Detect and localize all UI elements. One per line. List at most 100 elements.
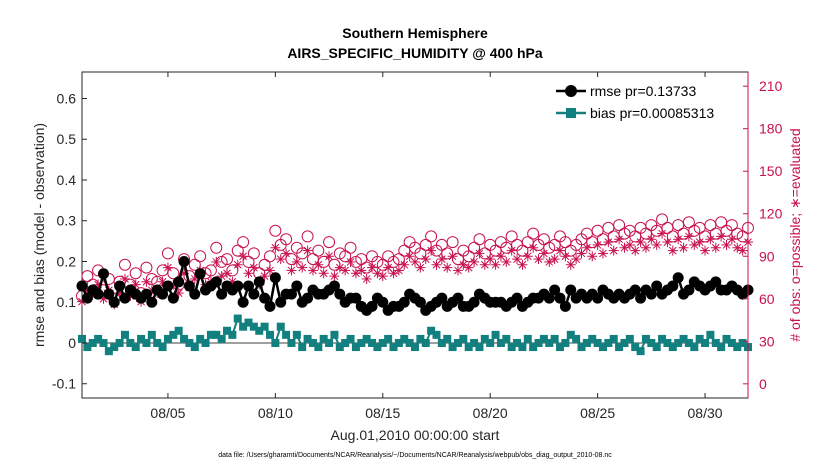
bias-point: [416, 334, 425, 343]
rmse-point: [92, 288, 104, 300]
asterisk-stroke: [271, 243, 280, 252]
rmse-point: [549, 284, 561, 296]
rmse-point: [97, 268, 109, 280]
rmse-point: [210, 276, 222, 288]
obs-possible-point: [468, 241, 481, 254]
y-right-tick-label: 180: [759, 121, 783, 137]
asterisk-stroke: [701, 246, 709, 255]
bias-point: [314, 343, 323, 352]
rmse-point: [414, 296, 426, 308]
obs-possible-point: [613, 219, 626, 232]
bias-point: [158, 343, 167, 352]
rmse-point: [554, 292, 566, 304]
bias-point: [711, 338, 720, 347]
bias-point: [684, 338, 693, 347]
bias-point: [78, 334, 86, 343]
bias-point: [615, 343, 624, 352]
obs-evaluated-point: [683, 231, 694, 242]
obs-possible-point: [425, 230, 438, 243]
bias-point: [523, 334, 532, 343]
asterisk-stroke: [545, 258, 554, 266]
bias-point: [212, 330, 221, 339]
obs-possible-point: [258, 258, 271, 271]
obs-evaluated-point: [361, 273, 372, 284]
obs-possible-point: [537, 233, 550, 246]
rmse-point: [565, 284, 577, 296]
obs-evaluated-point: [420, 254, 431, 265]
obs-possible-point: [118, 258, 131, 271]
asterisk-stroke: [335, 263, 344, 272]
bias-point: [679, 334, 688, 343]
asterisk-stroke: [561, 252, 570, 261]
obs-possible-point: [344, 241, 357, 254]
bias-point: [577, 343, 586, 352]
rmse-point: [452, 292, 464, 304]
bias-point: [539, 334, 548, 343]
obs-evaluated-point: [345, 256, 356, 267]
obs-possible-point: [188, 258, 201, 271]
asterisk-stroke: [620, 243, 629, 252]
asterisk-stroke: [352, 269, 360, 278]
asterisk-stroke: [502, 258, 511, 266]
rmse-point: [511, 292, 523, 304]
obs-possible-point: [446, 236, 459, 249]
rmse-point: [178, 255, 190, 267]
obs-evaluated-point: [678, 242, 689, 253]
asterisk-stroke: [593, 241, 602, 249]
asterisk-stroke: [668, 246, 677, 255]
obs-possible-point: [263, 250, 276, 263]
legend-rmse-label: rmse pr=0.13733: [590, 83, 696, 99]
y-right-tick-label: 60: [759, 291, 775, 307]
obs-possible-point: [312, 244, 325, 257]
asterisk-stroke: [728, 235, 736, 244]
obs-evaluated-point: [340, 265, 351, 276]
rmse-point: [635, 292, 647, 304]
rmse-point: [645, 288, 657, 300]
bias-point: [233, 314, 242, 323]
bias-point: [335, 343, 344, 352]
obs-evaluated-point: [399, 259, 410, 270]
bias-point: [271, 338, 280, 347]
obs-evaluated-point: [436, 254, 447, 265]
obs-evaluated-point: [318, 268, 329, 279]
bias-point: [727, 338, 736, 347]
obs-evaluated-point: [614, 234, 625, 245]
rmse-point: [468, 296, 480, 308]
bias-point: [459, 334, 468, 343]
obs-evaluated-point: [248, 262, 259, 273]
bias-point: [453, 338, 462, 347]
asterisk-stroke: [400, 260, 409, 269]
bias-point: [368, 338, 377, 347]
legend-box: [552, 80, 742, 126]
obs-evaluated-point: [469, 256, 480, 267]
asterisk-stroke: [314, 260, 323, 269]
obs-evaluated-point: [555, 245, 566, 256]
bias-point: [486, 338, 495, 347]
asterisk-stroke: [298, 263, 307, 272]
rmse-point: [291, 280, 303, 292]
obs-evaluated-point: [415, 262, 426, 273]
obs-evaluated-point: [377, 271, 388, 282]
obs-evaluated-point: [667, 245, 678, 256]
bias-point: [470, 338, 479, 347]
asterisk-stroke: [368, 263, 376, 272]
asterisk-stroke: [158, 277, 167, 286]
obs-possible-point: [210, 241, 223, 254]
obs-evaluated-point: [501, 256, 512, 267]
obs-possible-point: [419, 238, 432, 251]
bias-point: [609, 334, 618, 343]
asterisk-stroke: [470, 258, 478, 266]
bias-point: [480, 334, 489, 343]
asterisk-stroke: [411, 258, 419, 266]
obs-possible-point: [237, 236, 250, 249]
rmse-point: [140, 288, 152, 300]
rmse-point: [259, 292, 271, 304]
bias-point: [502, 334, 511, 343]
x-axis-label: Aug.01,2010 00:00:00 start: [331, 427, 500, 443]
bias-point: [507, 343, 516, 352]
bias-point: [658, 334, 667, 343]
bias-point: [169, 330, 178, 339]
obs-evaluated-point: [700, 245, 711, 256]
obs-evaluated-point: [281, 248, 292, 259]
bias-point: [717, 343, 726, 352]
